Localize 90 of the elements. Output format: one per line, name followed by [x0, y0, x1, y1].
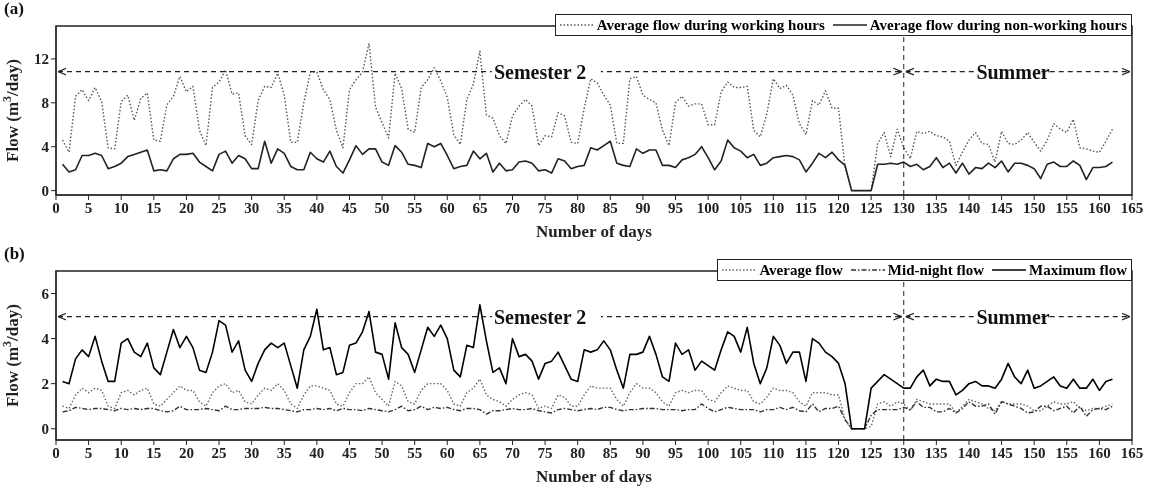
y-tick-label: 2: [41, 375, 49, 392]
x-tick-label: 145: [990, 199, 1013, 216]
x-tick-label: 40: [309, 444, 325, 461]
line-series: [61, 304, 1114, 430]
x-axis-title: Number of days: [536, 222, 653, 241]
line-series: [61, 376, 1114, 430]
y-tick-label: 12: [34, 51, 49, 68]
x-tick-label: 160: [1088, 444, 1111, 461]
x-tick-label: 110: [762, 444, 785, 461]
x-tick-label: 50: [374, 444, 390, 461]
x-tick-label: 150: [1022, 199, 1046, 216]
x-tick-label: 80: [570, 199, 586, 216]
x-tick-label: 25: [211, 444, 227, 461]
x-tick-label: 165: [1120, 444, 1144, 461]
x-tick-label: 35: [276, 444, 292, 461]
x-tick-label: 70: [504, 444, 520, 461]
x-tick-label: 95: [668, 199, 684, 216]
x-tick-label: 125: [859, 199, 883, 216]
x-tick-label: 165: [1120, 199, 1144, 216]
x-tick-label: 10: [113, 444, 129, 461]
x-tick-label: 60: [439, 199, 455, 216]
x-tick-label: 105: [729, 444, 752, 461]
x-tick-label: 85: [602, 444, 618, 461]
x-tick-label: 145: [990, 444, 1013, 461]
x-tick-label: 100: [696, 199, 720, 216]
legend-label: Average flow during non-working hours: [869, 16, 1127, 35]
x-tick-label: 115: [795, 199, 817, 216]
annotation: Semester 2: [493, 305, 587, 328]
y-tick-label: 4: [41, 330, 50, 347]
x-tick-label: 155: [1055, 199, 1079, 216]
x-tick-label: 45: [341, 444, 357, 461]
x-axis-title: Number of days: [536, 467, 653, 486]
x-tick-label: 60: [439, 444, 455, 461]
y-tick-label: 8: [41, 95, 49, 112]
x-tick-label: 85: [602, 199, 618, 216]
x-tick-label: 30: [244, 199, 260, 216]
x-tick-label: 120: [827, 199, 850, 216]
legend-label: Average flow during working hours: [596, 16, 825, 35]
x-tick-label: 65: [472, 444, 488, 461]
x-tick-label: 15: [146, 444, 162, 461]
x-tick-label: 70: [504, 199, 520, 216]
x-tick-label: 10: [113, 199, 129, 216]
x-tick-label: 130: [892, 444, 916, 461]
x-tick-label: 160: [1088, 199, 1111, 216]
x-tick-label: 35: [276, 199, 292, 216]
annotation: Summer: [976, 60, 1050, 83]
x-tick-label: 40: [309, 199, 325, 216]
x-tick-label: 155: [1055, 444, 1079, 461]
x-tick-label: 5: [84, 199, 93, 216]
x-tick-label: 125: [859, 444, 883, 461]
x-tick-label: 55: [407, 444, 423, 461]
x-tick-label: 5: [84, 444, 93, 461]
x-tick-label: 135: [925, 199, 948, 216]
legend-label: Maximum flow: [1029, 261, 1127, 280]
legend-label: Mid-night flow: [887, 261, 985, 280]
x-tick-label: 65: [472, 199, 488, 216]
x-tick-label: 30: [244, 444, 260, 461]
x-tick-label: 90: [635, 199, 651, 216]
x-tick-label: 95: [668, 444, 684, 461]
x-tick-label: 55: [407, 199, 423, 216]
y-tick-label: 0: [41, 182, 49, 199]
y-tick-label: 4: [41, 139, 50, 156]
x-tick-label: 135: [925, 444, 948, 461]
x-tick-label: 50: [374, 199, 390, 216]
x-tick-label: 45: [341, 199, 357, 216]
x-tick-label: 25: [211, 199, 227, 216]
chart-title: (a): [4, 0, 24, 18]
x-tick-label: 75: [537, 444, 553, 461]
x-tick-label: 150: [1022, 444, 1046, 461]
x-tick-label: 115: [795, 444, 817, 461]
x-tick-label: 75: [537, 199, 553, 216]
y-tick-label: 0: [41, 421, 49, 438]
x-tick-label: 110: [762, 199, 785, 216]
annotation: Summer: [976, 305, 1050, 328]
annotation: Semester 2: [493, 60, 587, 83]
chart-title: (b): [4, 244, 25, 263]
x-tick-label: 20: [178, 199, 194, 216]
legend-label: Average flow: [759, 261, 843, 280]
x-tick-label: 80: [570, 444, 586, 461]
x-tick-label: 140: [957, 199, 981, 216]
x-tick-label: 130: [892, 199, 916, 216]
x-tick-label: 90: [635, 444, 651, 461]
x-tick-label: 140: [957, 444, 981, 461]
y-tick-label: 6: [41, 285, 50, 302]
x-tick-label: 100: [696, 444, 720, 461]
x-tick-label: 15: [146, 199, 162, 216]
x-tick-label: 20: [178, 444, 194, 461]
x-tick-label: 120: [827, 444, 850, 461]
x-tick-label: 105: [729, 199, 752, 216]
line-series: [61, 400, 1114, 430]
